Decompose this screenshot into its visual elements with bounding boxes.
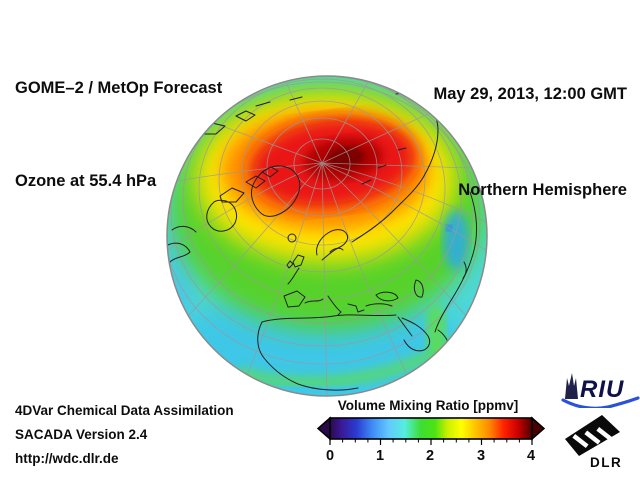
globe-limb bbox=[166, 75, 488, 397]
version-text: SACADA Version 2.4 bbox=[15, 427, 148, 442]
colorbar-left-arrow bbox=[316, 416, 331, 441]
colorbar-tick-label-2: 2 bbox=[425, 448, 435, 464]
dlr-logo-text: DLR bbox=[590, 455, 622, 470]
riu-swoosh bbox=[561, 396, 640, 408]
colorbar-right-arrow bbox=[531, 416, 546, 441]
colorbar-title: Volume Mixing Ratio [ppmv] bbox=[337, 398, 519, 413]
colorbar-tick-label-0: 0 bbox=[325, 448, 335, 464]
graticule-grid bbox=[167, 76, 487, 396]
url-text: http://wdc.dlr.de bbox=[15, 451, 119, 466]
title-line-1: GOME–2 / MetOp Forecast bbox=[15, 79, 223, 97]
riu-logo-text: RIU bbox=[580, 376, 624, 403]
title-line-2: Ozone at 55.4 hPa bbox=[15, 172, 157, 190]
dlr-logo: DLR bbox=[565, 415, 622, 470]
datetime-text: May 29, 2013, 12:00 GMT bbox=[433, 85, 627, 103]
assimilation-text: 4DVar Chemical Data Assimilation bbox=[15, 403, 234, 418]
plot-title: GOME–2 / MetOp Forecast Ozone at 55.4 hP… bbox=[15, 11, 222, 259]
plot-datetime: May 29, 2013, 12:00 GMT Northern Hemisph… bbox=[433, 14, 627, 270]
colorbar-tick-label-1: 1 bbox=[375, 448, 385, 464]
colorbar bbox=[316, 416, 546, 445]
colorbar-gradient bbox=[329, 417, 533, 440]
hemisphere-text: Northern Hemisphere bbox=[458, 181, 627, 199]
colorbar-tick-label-4: 4 bbox=[526, 448, 536, 464]
colorbar-tick-label-3: 3 bbox=[476, 448, 486, 464]
attribution-block: 4DVar Chemical Data Assimilation SACADA … bbox=[15, 399, 234, 471]
colorbar-ticks bbox=[329, 439, 533, 445]
riu-logo: RIU bbox=[561, 373, 640, 408]
cathedral-icon bbox=[565, 373, 578, 399]
